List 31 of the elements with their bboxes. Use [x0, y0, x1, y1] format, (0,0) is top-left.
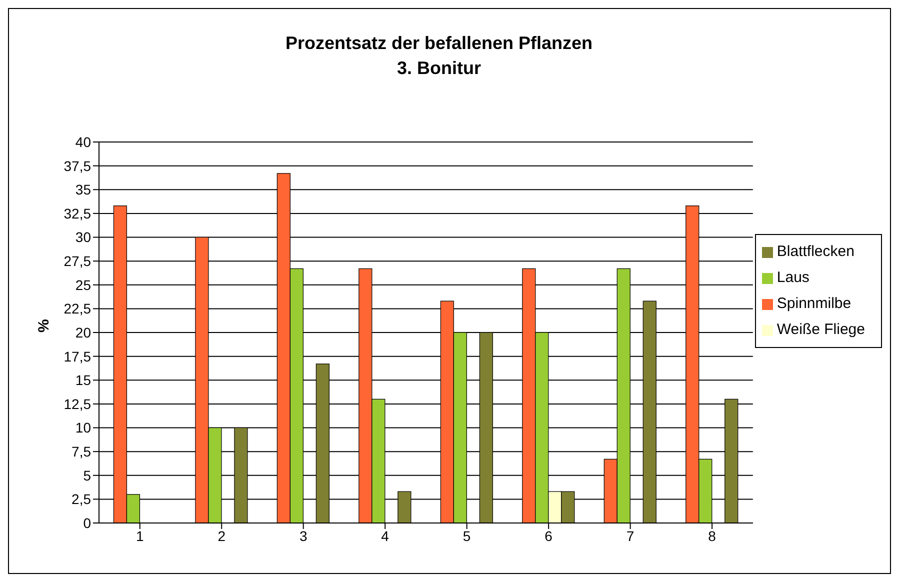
y-tick-label: 37,5: [64, 158, 92, 174]
y-tick-label: 17,5: [64, 348, 92, 364]
y-tick-label: 2,5: [72, 491, 92, 508]
y-tick-label: 7,5: [72, 444, 92, 460]
legend-label: Blattflecken: [776, 243, 854, 260]
y-tick-label: 32,5: [64, 205, 92, 222]
x-tick-label: 5: [462, 528, 471, 544]
x-tick-label: 4: [381, 528, 390, 544]
y-tick-label: 15: [75, 372, 92, 388]
chart-title: Prozentsatz der befallenen Pflanzen 3. Bonitur: [284, 32, 594, 80]
x-tick-label: 6: [544, 528, 553, 544]
y-axis-title: %: [35, 319, 52, 332]
legend-label: Weiße Fliege: [776, 321, 865, 338]
x-tick-label: 7: [626, 528, 634, 544]
y-tick-label: 10: [75, 420, 92, 436]
x-tick-label: 2: [218, 528, 226, 544]
legend-label: Spinnmilbe: [776, 295, 852, 312]
y-tick-label: 27,5: [64, 253, 92, 270]
x-tick-label: 8: [708, 528, 716, 544]
y-tick-label: 0: [83, 514, 92, 531]
y-tick-label: 40: [75, 134, 92, 150]
legend-label: Laus: [776, 269, 810, 286]
y-tick-label: 22,5: [64, 300, 92, 317]
x-tick-label: 3: [299, 528, 308, 544]
y-tick-label: 12,5: [64, 396, 92, 412]
x-tick-label: 1: [136, 528, 144, 544]
y-tick-label: 25: [75, 276, 92, 293]
y-tick-label: 5: [83, 467, 92, 484]
y-tick-label: 35: [75, 182, 92, 198]
y-tick-label: 30: [75, 229, 92, 246]
y-tick-label: 20: [75, 324, 92, 340]
